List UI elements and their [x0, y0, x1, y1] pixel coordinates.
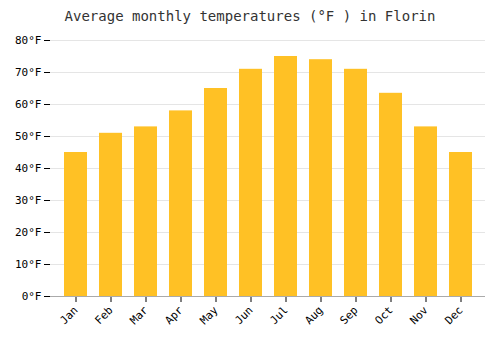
svg-text:30°F: 30°F [15, 194, 42, 207]
svg-text:50°F: 50°F [15, 130, 42, 143]
svg-text:80°F: 80°F [15, 34, 42, 47]
svg-text:20°F: 20°F [15, 226, 42, 239]
svg-text:0°F: 0°F [22, 290, 42, 303]
svg-text:10°F: 10°F [15, 258, 42, 271]
svg-text:Sep: Sep [337, 304, 360, 327]
svg-text:Jan: Jan [57, 304, 80, 327]
svg-text:May: May [197, 303, 221, 327]
svg-text:Apr: Apr [162, 303, 186, 327]
svg-text:Jun: Jun [232, 304, 255, 327]
svg-text:70°F: 70°F [15, 66, 42, 79]
svg-text:Aug: Aug [302, 304, 325, 327]
svg-text:Feb: Feb [92, 304, 115, 327]
svg-text:Oct: Oct [372, 304, 395, 327]
svg-text:Jul: Jul [267, 304, 290, 327]
html-text:Average monthly temperatures (: Average monthly temperatures (°F ) in Fl… [64, 8, 436, 24]
svg-text:60°F: 60°F [15, 98, 42, 111]
svg-text:Dec: Dec [442, 304, 465, 327]
svg-text:Mar: Mar [127, 303, 151, 327]
svg-text:40°F: 40°F [15, 162, 42, 175]
svg-text:Nov: Nov [407, 303, 431, 327]
